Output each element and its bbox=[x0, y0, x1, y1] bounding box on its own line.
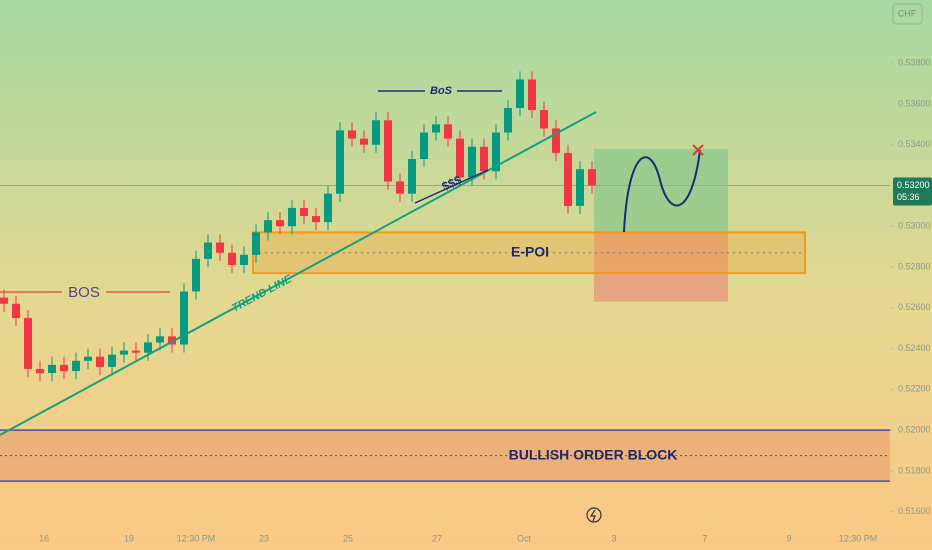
candle-body bbox=[144, 342, 152, 353]
x-tick-label: 3 bbox=[611, 533, 616, 543]
y-tick-label: 0.51800 bbox=[898, 465, 931, 475]
x-tick-label: 25 bbox=[343, 533, 353, 543]
candle-body bbox=[108, 354, 116, 367]
candle-body bbox=[504, 108, 512, 133]
candle-body bbox=[288, 207, 296, 227]
bos-label: BoS bbox=[430, 85, 453, 97]
candle-body bbox=[156, 336, 164, 343]
candle-body bbox=[456, 138, 464, 178]
candle-body bbox=[24, 318, 32, 369]
x-tick-label: 9 bbox=[786, 533, 791, 543]
candle-body bbox=[432, 124, 440, 133]
countdown-label: 05:36 bbox=[897, 192, 920, 202]
x-tick-label: 12:30 PM bbox=[839, 533, 878, 543]
candle-body bbox=[528, 79, 536, 111]
symbol-box bbox=[892, 3, 923, 25]
candle-body bbox=[336, 130, 344, 194]
candle-body bbox=[300, 207, 308, 217]
candle-body bbox=[48, 364, 56, 374]
candle-body bbox=[348, 130, 356, 139]
candle-body bbox=[72, 360, 80, 371]
axes: 0.51600 0.51800 0.52000 0.52200 0.52400 0.526… bbox=[39, 58, 932, 543]
candle-body bbox=[408, 159, 416, 194]
candle-body bbox=[60, 364, 68, 371]
candle-body bbox=[216, 242, 224, 253]
candle-body bbox=[0, 297, 8, 304]
candle-body bbox=[396, 181, 404, 194]
candle-body bbox=[228, 252, 236, 265]
stop-zone bbox=[594, 232, 728, 302]
replay-icon-bolt bbox=[589, 509, 596, 522]
epoi-label: E-POI bbox=[511, 243, 549, 259]
candle-body bbox=[324, 193, 332, 223]
candle-body bbox=[384, 120, 392, 182]
trend-line bbox=[0, 111, 597, 436]
projection-path bbox=[623, 149, 701, 233]
candle-body bbox=[480, 146, 488, 172]
candle-body bbox=[468, 146, 476, 178]
candle-body bbox=[564, 152, 572, 206]
candle-body bbox=[360, 138, 368, 145]
candle-body bbox=[96, 356, 104, 367]
candle-body bbox=[276, 220, 284, 227]
y-tick-label: 0.52200 bbox=[898, 384, 931, 394]
candle-body bbox=[252, 232, 260, 255]
order-block-label: BULLISH ORDER BLOCK bbox=[509, 446, 678, 462]
candle-body bbox=[204, 242, 212, 259]
candle-body bbox=[192, 258, 200, 292]
candle-body bbox=[420, 132, 428, 159]
candle-body bbox=[120, 350, 128, 355]
y-tick-label: 0.53000 bbox=[898, 221, 931, 231]
x-tick-label: 12:30 PM bbox=[177, 533, 216, 543]
candle-body bbox=[84, 356, 92, 361]
candle-body bbox=[588, 169, 596, 186]
bos-label: BOS bbox=[68, 284, 100, 301]
candle-body bbox=[372, 120, 380, 145]
target-zone bbox=[594, 148, 728, 233]
x-tick-label: Oct bbox=[517, 533, 532, 543]
candle-body bbox=[552, 128, 560, 153]
liquidity-line bbox=[414, 169, 489, 204]
y-tick-label: 0.52000 bbox=[898, 424, 931, 434]
last-price-box bbox=[893, 177, 932, 206]
last-price-label: 0.53200 bbox=[897, 180, 930, 190]
candle-body bbox=[36, 368, 44, 374]
candle-body bbox=[516, 79, 524, 109]
candle-body bbox=[312, 216, 320, 223]
candle-body bbox=[444, 124, 452, 139]
y-tick-label: 0.51600 bbox=[898, 506, 931, 516]
candle-body bbox=[240, 254, 248, 265]
x-tick-label: 7 bbox=[702, 533, 707, 543]
x-tick-label: 19 bbox=[124, 533, 134, 543]
x-tick-label: 23 bbox=[259, 533, 269, 543]
y-tick-label: 0.53600 bbox=[898, 98, 931, 108]
replay-icon bbox=[586, 507, 602, 523]
candle-body bbox=[132, 350, 140, 353]
candle-body bbox=[180, 291, 188, 345]
candle-body bbox=[540, 110, 548, 129]
x-tick-label: 16 bbox=[39, 533, 49, 543]
x-tick-label: 27 bbox=[432, 533, 442, 543]
zones: BULLISH ORDER BLOCK E-POI bbox=[0, 148, 890, 482]
y-tick-label: 0.52400 bbox=[898, 343, 931, 353]
y-tick-label: 0.53800 bbox=[898, 58, 931, 68]
y-tick-label: 0.53400 bbox=[898, 139, 931, 149]
y-tick-label: 0.52800 bbox=[898, 261, 931, 271]
symbol-label: CHF bbox=[898, 8, 917, 18]
candles bbox=[0, 71, 596, 382]
candle-body bbox=[168, 336, 176, 345]
y-tick-label: 0.52600 bbox=[898, 302, 931, 312]
target-marker bbox=[692, 144, 704, 156]
candle-body bbox=[492, 132, 500, 172]
candle-body bbox=[576, 169, 584, 206]
candle-body bbox=[12, 303, 20, 318]
candle-body bbox=[264, 220, 272, 233]
